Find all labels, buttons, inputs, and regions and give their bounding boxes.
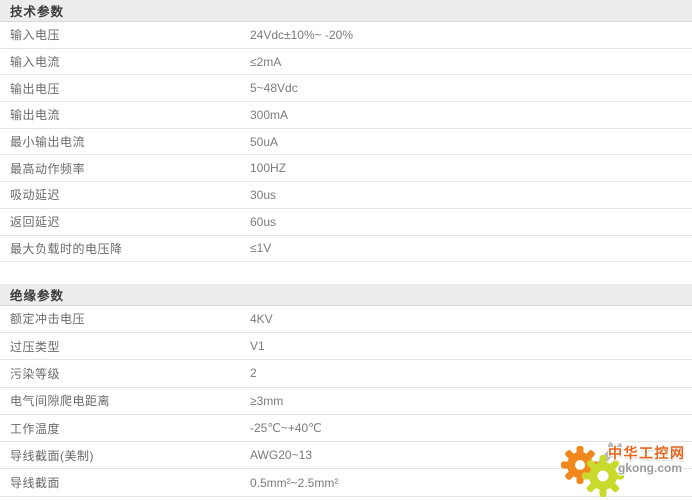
param-label: 过压类型 (10, 339, 61, 354)
param-label: 输入电流 (10, 55, 61, 70)
section-header: 绝缘参数 (0, 283, 692, 306)
param-value: 24Vdc±10%~ -20% (250, 27, 353, 42)
param-value: 4KV (250, 311, 273, 326)
table-row: 最高动作频率 100HZ (0, 155, 692, 183)
table-row: 输出电压 5~48Vdc (0, 75, 692, 103)
table-row: 最大负载时的电压降 ≤1V (0, 236, 692, 263)
param-value: 100HZ (250, 161, 287, 176)
param-value: 2 (250, 366, 257, 381)
param-label: 导线截面(美制) (10, 448, 94, 463)
site-watermark: 中华工控网 gkong.com (558, 438, 692, 500)
param-label: 导线截面 (10, 476, 61, 491)
param-label: 电气间隙爬电距离 (10, 394, 111, 409)
table-row: 返回延迟 60us (0, 209, 692, 236)
section-header: 技术参数 (0, 0, 692, 22)
param-label: 污染等级 (10, 366, 61, 381)
table-row: 额定冲击电压 4KV (0, 306, 692, 333)
param-value: AWG20~13 (250, 448, 312, 463)
param-label: 返回延迟 (10, 215, 61, 230)
param-value: 0.5mm²~2.5mm² (250, 475, 339, 490)
param-label: 输出电流 (10, 108, 61, 123)
table-row: 导线截面(美制) AWG20~13 (0, 442, 692, 470)
param-value: 5~48Vdc (250, 81, 298, 96)
table-row: 电气间隙爬电距离 ≥3mm (0, 388, 692, 415)
table-row: 输入电压 24Vdc±10%~ -20% (0, 22, 692, 49)
param-value: 60us (250, 214, 277, 229)
param-label: 输入电压 (10, 28, 61, 43)
param-value: 300mA (250, 107, 289, 122)
gear-icon-orange (561, 446, 599, 484)
param-value: V1 (250, 339, 265, 354)
param-value: ≥3mm (250, 393, 284, 408)
param-label: 额定冲击电压 (10, 312, 86, 327)
param-value: ≤1V (250, 241, 272, 256)
table-row: 过压类型 V1 (0, 333, 692, 361)
param-label: 最小输出电流 (10, 135, 86, 150)
table-row: 工作温度 -25℃~+40℃ (0, 415, 692, 443)
section-technical-params: 技术参数 输入电压 24Vdc±10%~ -20% 输入电流 ≤2mA 输出电压… (0, 0, 692, 263)
table-row: 吸动延迟 30us (0, 182, 692, 209)
param-value: 50uA (250, 134, 279, 149)
param-label: 工作温度 (10, 421, 61, 436)
table-row: 输入电流 ≤2mA (0, 49, 692, 76)
param-label: 最高动作频率 (10, 161, 86, 176)
param-value: -25℃~+40℃ (250, 421, 322, 436)
param-value: ≤2mA (250, 54, 282, 69)
watermark-site-name: 中华工控网 (608, 445, 686, 461)
section-gap (0, 262, 692, 284)
gears-logo-icon (561, 438, 624, 497)
param-label: 最大负载时的电压降 (10, 241, 123, 256)
param-value: 30us (250, 187, 277, 202)
param-label: 吸动延迟 (10, 188, 61, 203)
table-row: 导线截面 0.5mm²~2.5mm² (0, 469, 692, 497)
table-row: 污染等级 2 (0, 360, 692, 388)
table-row: 最小输出电流 50uA (0, 129, 692, 156)
gear-icon-green (582, 455, 624, 497)
section-insulation-params: 绝缘参数 额定冲击电压 4KV 过压类型 V1 污染等级 2 电气间隙爬电距离 … (0, 283, 692, 497)
table-row: 输出电流 300mA (0, 102, 692, 129)
watermark-domain: gkong.com (618, 461, 683, 475)
param-label: 输出电压 (10, 81, 61, 96)
